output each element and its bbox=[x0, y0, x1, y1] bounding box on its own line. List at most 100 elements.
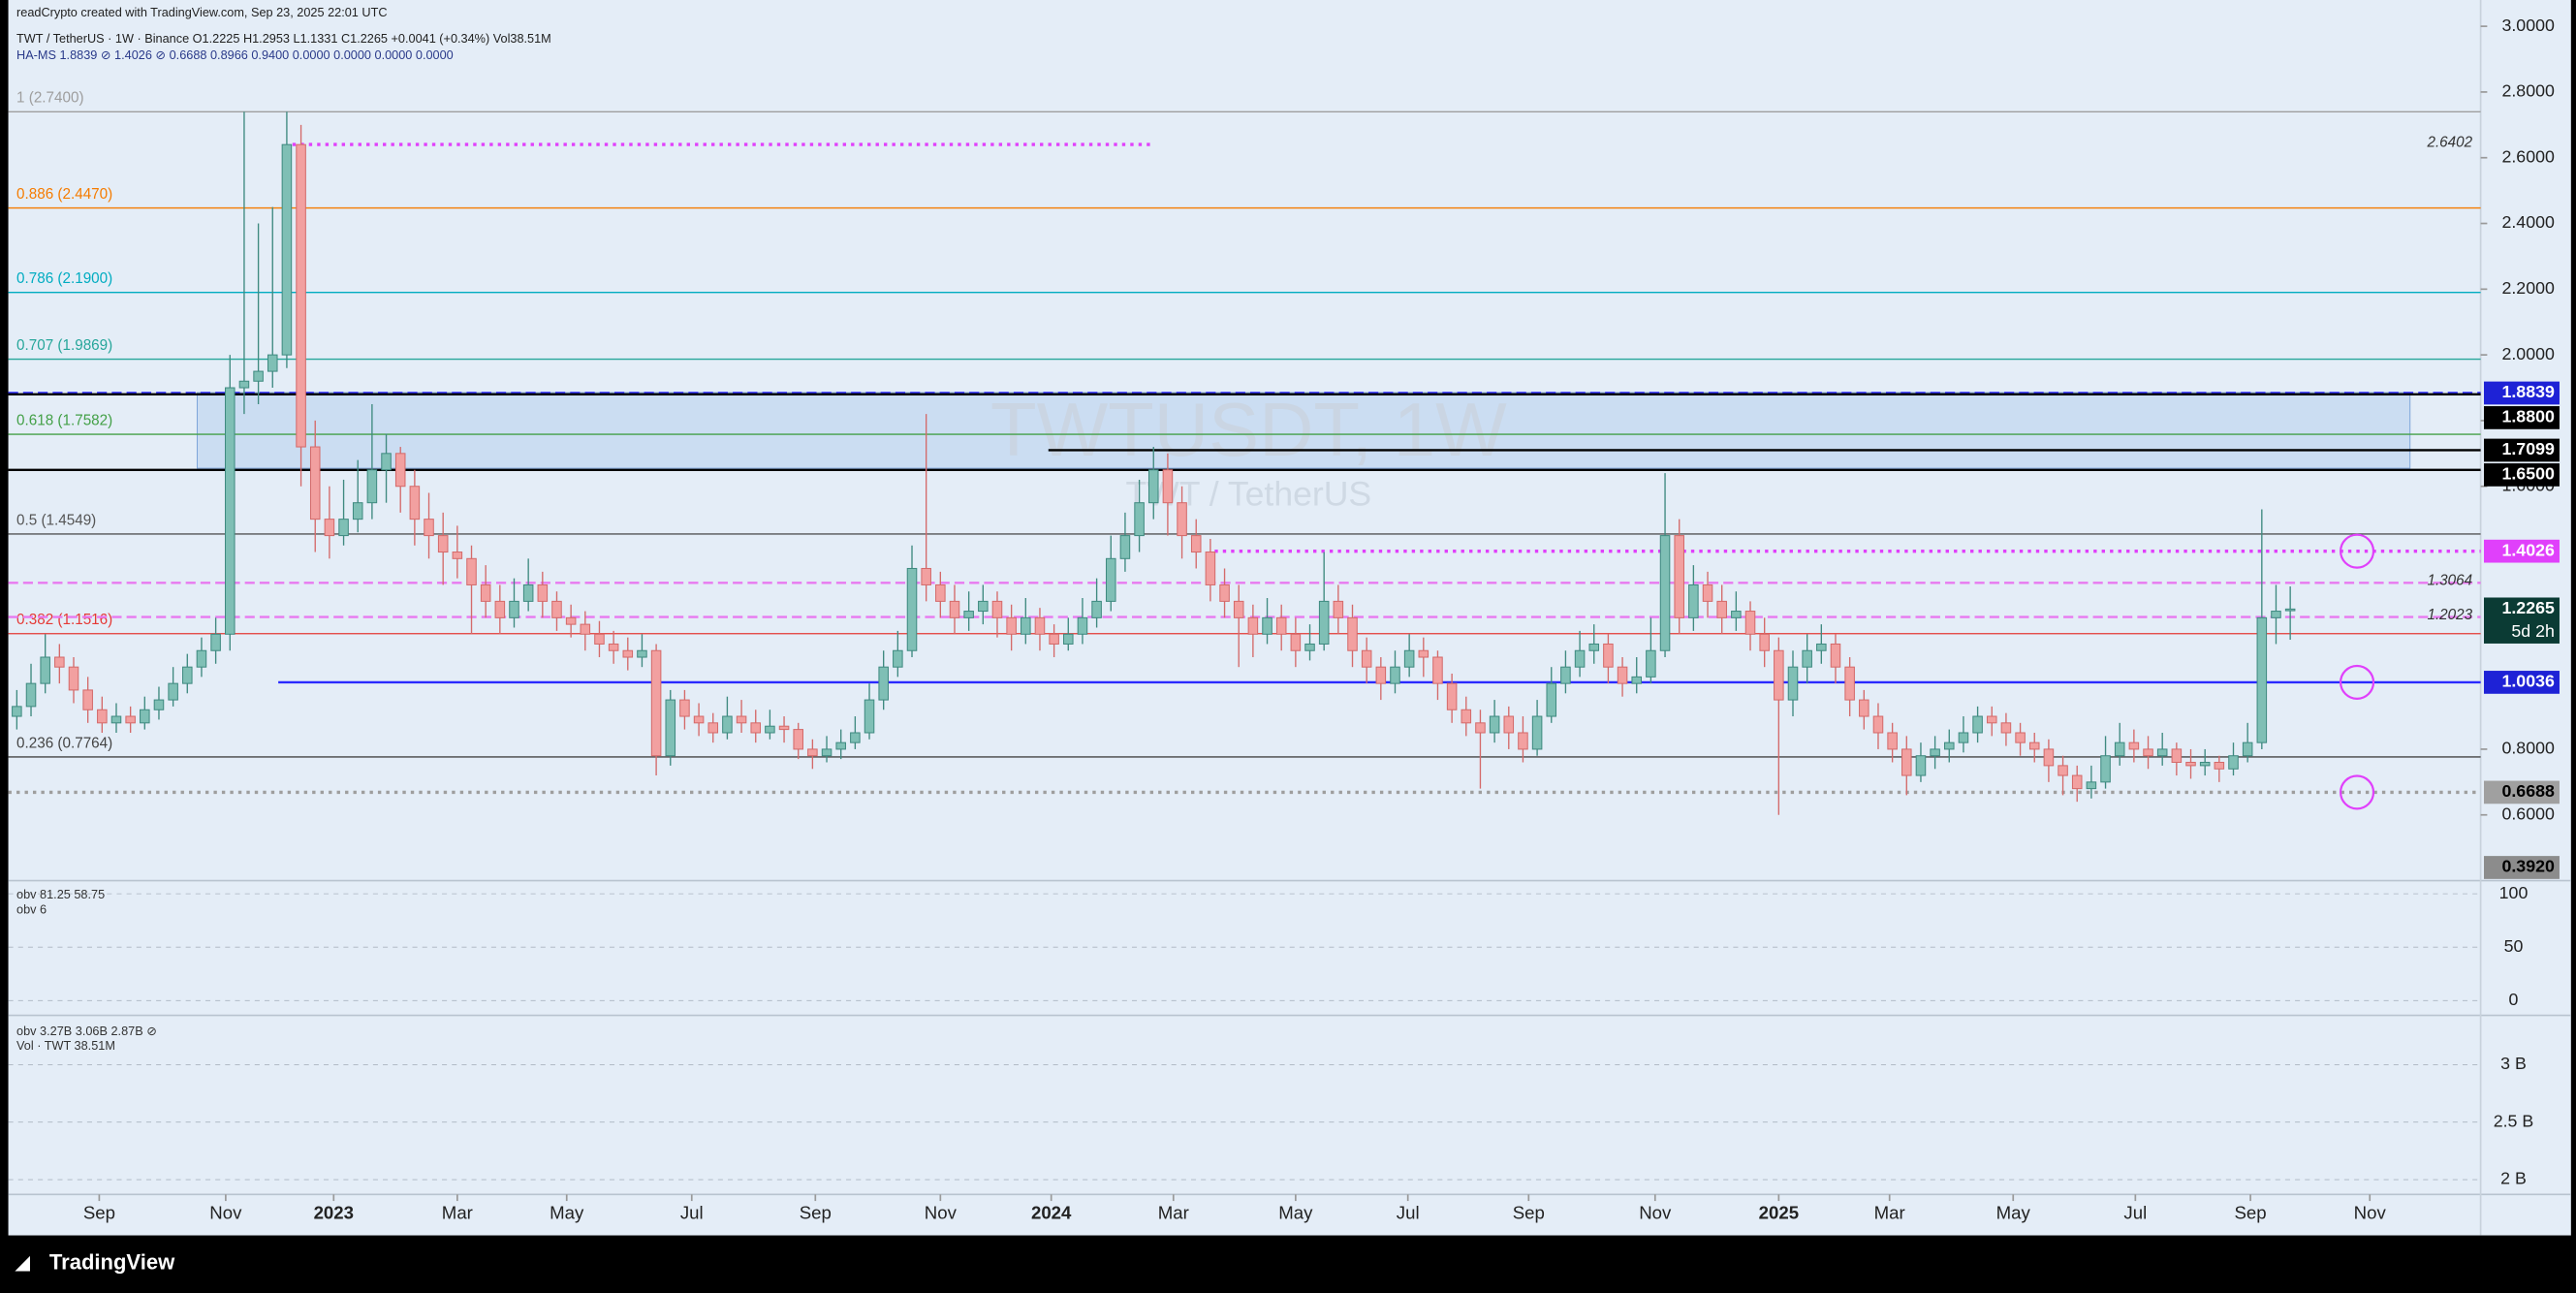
candle-body bbox=[82, 689, 93, 710]
price-label-box bbox=[2483, 381, 2560, 405]
candle-body bbox=[366, 469, 378, 504]
candle-body bbox=[522, 583, 534, 602]
header-line: TWT / TetherUS · 1W · Binance O1.2225 H1… bbox=[16, 31, 551, 46]
pane-legend: Vol · TWT 38.51M bbox=[16, 1038, 115, 1053]
countdown: 5d 2h bbox=[2511, 621, 2555, 641]
price-label-box bbox=[2483, 780, 2560, 804]
candle-body bbox=[1461, 709, 1472, 724]
candle-body bbox=[1617, 666, 1628, 684]
candle-body bbox=[1475, 722, 1486, 734]
watermark-description: TWT / TetherUS bbox=[1125, 474, 1371, 513]
level-note: 1.3064 bbox=[2427, 573, 2472, 589]
candle-body bbox=[394, 453, 406, 488]
candle-body bbox=[281, 143, 293, 356]
candle-body bbox=[1546, 682, 1557, 717]
candle-body bbox=[267, 354, 278, 372]
level-ring bbox=[2339, 774, 2375, 810]
price-label: 1.8839 bbox=[2501, 382, 2554, 401]
candle-body bbox=[821, 748, 832, 757]
candle-body bbox=[110, 715, 122, 724]
x-tick-label: Sep bbox=[2235, 1203, 2267, 1223]
x-tick-label: Mar bbox=[442, 1203, 473, 1223]
candle-body bbox=[140, 709, 150, 724]
price-label: 1.2265 bbox=[2501, 598, 2554, 617]
candle-body bbox=[622, 649, 634, 658]
candle-body bbox=[1787, 666, 1799, 701]
candle-body bbox=[210, 633, 221, 651]
y-tick-label: 0.6000 bbox=[2501, 804, 2554, 823]
level-ring bbox=[2339, 533, 2375, 569]
candle-body bbox=[665, 699, 676, 757]
candle-body bbox=[1418, 649, 1429, 658]
candle-body bbox=[580, 623, 591, 635]
candle-body bbox=[1233, 600, 1244, 618]
candle-body bbox=[1560, 666, 1571, 684]
candle-body bbox=[381, 453, 392, 471]
x-tick-label: 2025 bbox=[1759, 1203, 1799, 1223]
fib-label: 1 (2.7400) bbox=[16, 90, 84, 107]
candle-body bbox=[1774, 649, 1784, 701]
candle-body bbox=[1034, 616, 1046, 635]
candle-body bbox=[608, 643, 619, 651]
candle-body bbox=[1646, 649, 1656, 678]
candle-body bbox=[949, 600, 960, 618]
price-label-box bbox=[2483, 406, 2560, 429]
pane-legend: obv 3.27B 3.06B 2.87B ⊘ bbox=[16, 1024, 157, 1038]
candle-body bbox=[2171, 748, 2183, 764]
candle-body bbox=[778, 725, 790, 731]
candle-body bbox=[707, 722, 719, 734]
y-tick-label: 50 bbox=[2504, 936, 2524, 956]
y-tick-label: 2.6000 bbox=[2501, 146, 2554, 166]
candle-body bbox=[2086, 781, 2097, 790]
price-label-box bbox=[2483, 856, 2560, 879]
candle-body bbox=[1446, 682, 1458, 710]
y-tick-label: 2.4000 bbox=[2501, 212, 2554, 232]
x-tick-label: Nov bbox=[1639, 1203, 1672, 1223]
watermark-symbol: TWTUSDT, 1W bbox=[990, 387, 1507, 472]
candle-body bbox=[1744, 611, 1756, 635]
candle-body bbox=[1574, 649, 1586, 668]
price-label: 1.6500 bbox=[2501, 464, 2554, 484]
candle-body bbox=[978, 600, 989, 613]
candle-body bbox=[1318, 600, 1330, 645]
x-tick-label: Jul bbox=[680, 1203, 704, 1223]
candle-body bbox=[1872, 715, 1884, 734]
candle-body bbox=[125, 715, 136, 724]
price-label-box bbox=[2483, 671, 2560, 694]
candle-body bbox=[1162, 469, 1174, 504]
candle-body bbox=[991, 600, 1003, 618]
candle-body bbox=[1901, 748, 1912, 776]
brand-logo: ◢ bbox=[15, 1252, 30, 1274]
candle-body bbox=[1716, 600, 1727, 618]
fib-label: 0.786 (2.1900) bbox=[16, 270, 112, 287]
candle-body bbox=[40, 656, 50, 684]
price-label: 1.0036 bbox=[2501, 672, 2554, 691]
candle-body bbox=[1119, 535, 1131, 559]
y-tick-label: 3.0000 bbox=[2501, 16, 2554, 35]
x-tick-label: Sep bbox=[800, 1203, 832, 1223]
candle-body bbox=[54, 656, 65, 668]
candle-body bbox=[1006, 616, 1017, 635]
candle-body bbox=[835, 741, 846, 750]
candle-body bbox=[494, 600, 506, 618]
candle-body bbox=[650, 649, 662, 757]
candle-body bbox=[1659, 535, 1671, 651]
price-label: 1.7099 bbox=[2501, 439, 2554, 458]
x-tick-label: 2024 bbox=[1031, 1203, 1072, 1223]
candle-body bbox=[1105, 557, 1116, 602]
candle-body bbox=[12, 706, 22, 717]
candle-body bbox=[2242, 741, 2253, 757]
candle-body bbox=[1859, 699, 1869, 717]
x-tick-label: Nov bbox=[925, 1203, 958, 1223]
candle-body bbox=[878, 666, 889, 701]
candle-body bbox=[679, 699, 690, 717]
candle-body bbox=[693, 715, 705, 724]
pane-legend: obv 81.25 58.75 bbox=[16, 887, 105, 901]
brand: TradingView bbox=[49, 1249, 175, 1274]
candle-body bbox=[1205, 552, 1216, 585]
x-tick-label: May bbox=[1996, 1203, 2031, 1223]
price-label-box bbox=[2483, 597, 2560, 644]
x-tick-label: 2023 bbox=[314, 1203, 354, 1223]
y-tick-label: 2.8000 bbox=[2501, 81, 2554, 101]
credit: readCrypto created with TradingView.com,… bbox=[16, 5, 387, 19]
